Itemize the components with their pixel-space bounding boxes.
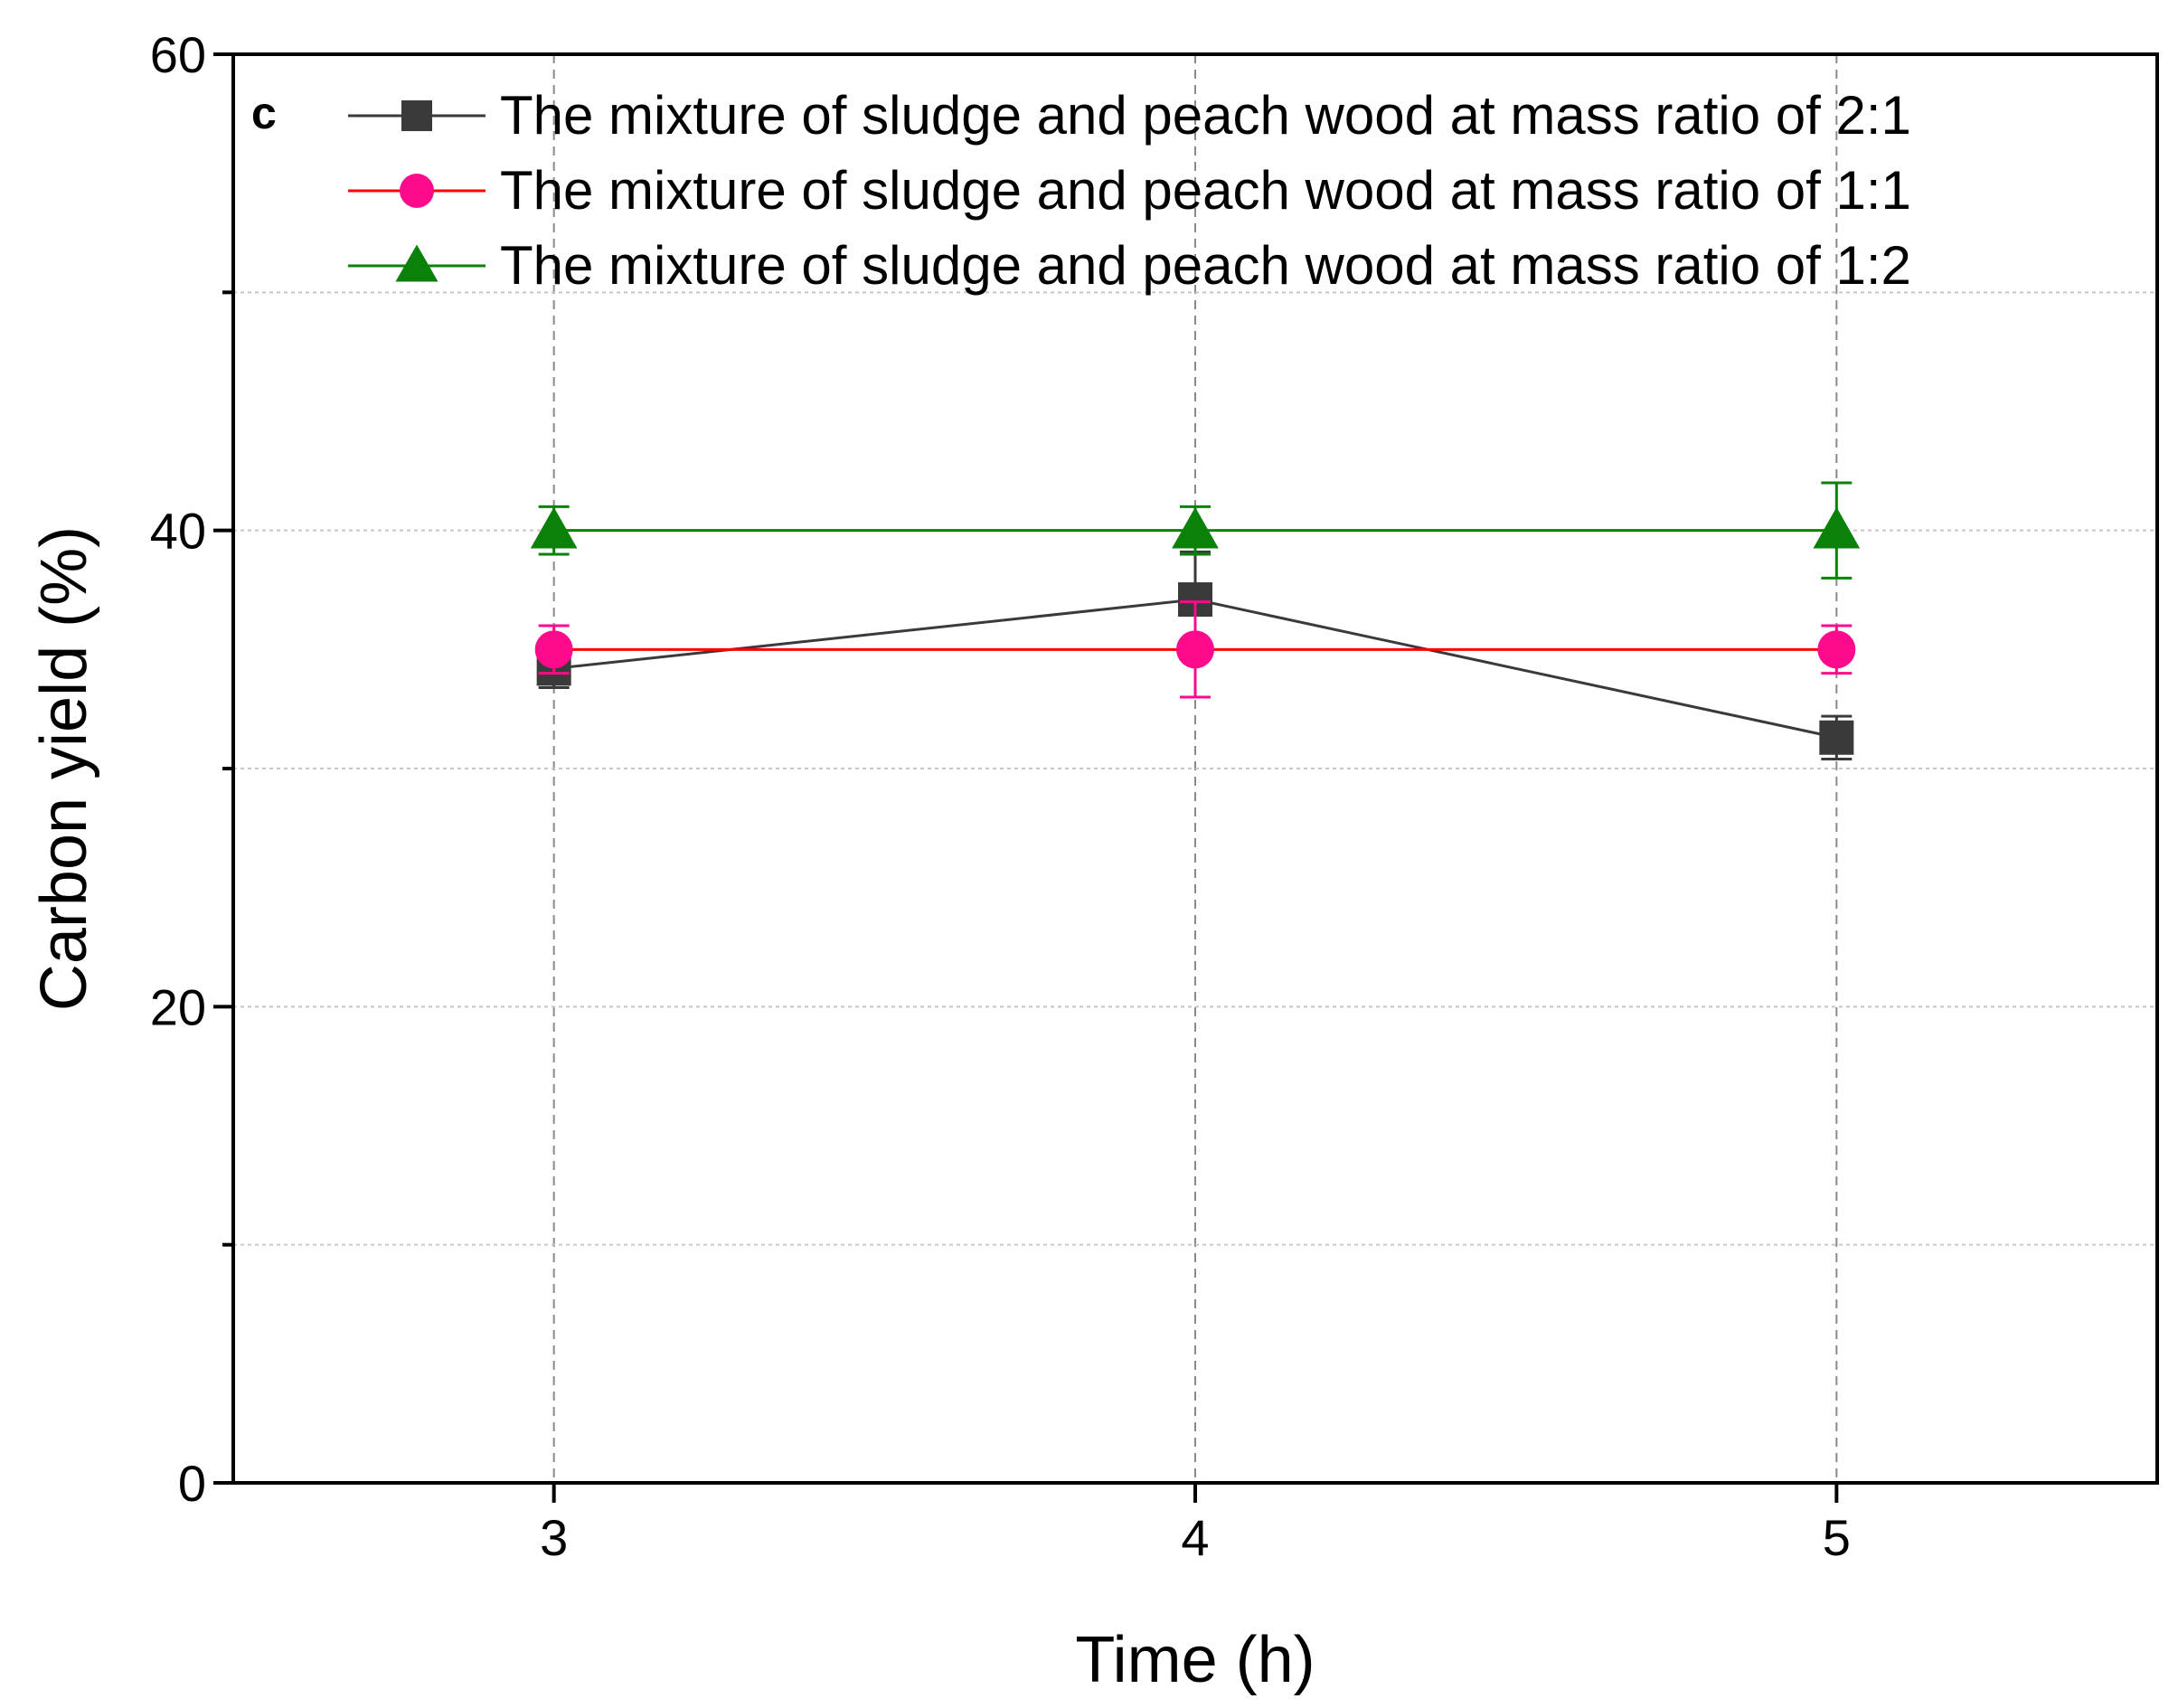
data-point (1813, 506, 1861, 549)
legend: The mixture of sludge and peach wood at … (348, 85, 1911, 296)
data-point (1172, 506, 1219, 549)
x-tick-label: 5 (1823, 1509, 1851, 1566)
data-point (534, 630, 573, 669)
data-point (1817, 630, 1856, 669)
legend-marker (400, 174, 434, 208)
axes: 3 4 5 0 20 40 60 (150, 26, 1851, 1566)
legend-marker (401, 100, 432, 131)
y-axis-title: Carbon yield (%) (28, 526, 100, 1011)
y-tick-label: 20 (150, 978, 206, 1035)
series-3 (530, 481, 1861, 580)
legend-label: The mixture of sludge and peach wood at … (500, 235, 1911, 296)
x-axis-title: Time (h) (1075, 1624, 1315, 1696)
y-tick-label: 0 (178, 1455, 206, 1512)
x-tick-label: 3 (540, 1509, 568, 1566)
legend-label: The mixture of sludge and peach wood at … (500, 160, 1911, 221)
data-point (530, 506, 578, 549)
legend-marker (395, 244, 438, 282)
y-tick-label: 60 (150, 26, 206, 83)
data-point (1176, 630, 1214, 669)
x-tick-label: 4 (1181, 1509, 1209, 1566)
series-layer (530, 481, 1861, 760)
legend-label: The mixture of sludge and peach wood at … (500, 85, 1911, 146)
data-point (1819, 720, 1854, 755)
series-2 (534, 600, 1856, 699)
y-tick-label: 40 (150, 503, 206, 560)
panel-label: c (251, 88, 277, 138)
grid-lines (233, 54, 2157, 1483)
legend-item: The mixture of sludge and peach wood at … (348, 85, 1911, 146)
legend-item: The mixture of sludge and peach wood at … (348, 235, 1911, 296)
legend-item: The mixture of sludge and peach wood at … (348, 160, 1911, 221)
